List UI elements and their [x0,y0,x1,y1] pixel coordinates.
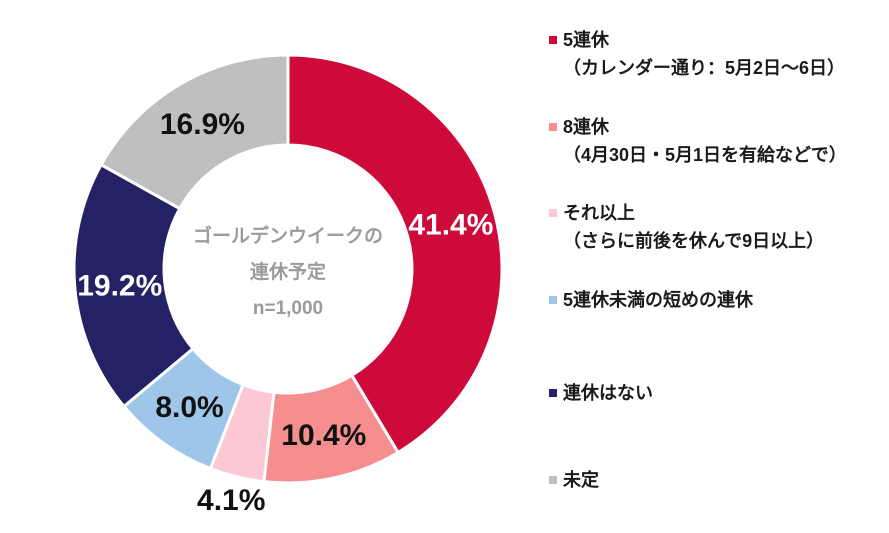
legend-item-sore-ijou: それ以上 （さらに前後を休んで9日以上） [545,199,824,255]
donut-chart: 41.4% 10.4% 4.1% 8.0% 19.2% 16.9% [72,53,504,517]
chart-center-label: ゴールデンウイークの 連休予定 n=1,000 [168,219,408,327]
legend-sublabel: （4月30日・5月1日を有給などで） [563,145,847,165]
legend-label: 8連休 [563,117,610,137]
legend-item-short-holiday: 5連休未満の短めの連休 [545,286,753,314]
pie-slice [99,53,290,211]
legend-swatch-icon [549,389,557,397]
legend-label: 連休はない [563,383,653,403]
legend-label: 5連休 [563,30,610,50]
sample-size-label: n=1,000 [252,298,324,319]
legend-label: 未定 [563,470,599,490]
chart-title-line1: ゴールデンウイークの [192,226,383,247]
legend-sublabel: （カレンダー通り：5月2日～6日） [563,58,846,78]
slice-percent-label: 10.4% [281,419,366,452]
pie-slice [286,53,504,455]
legend-swatch-icon [549,296,557,304]
slice-percent-label: 4.1% [197,484,265,517]
legend-swatch-icon [549,123,557,131]
slice-percent-label: 19.2% [77,270,162,303]
pie-slice [72,162,196,409]
legend-item-undecided: 未定 [545,466,599,494]
legend-item-8renkyu: 8連休 （4月30日・5月1日を有給などで） [545,113,847,169]
legend-swatch-icon [549,476,557,484]
slice-percent-label: 41.4% [408,209,493,242]
chart-title-line2: 連休予定 [249,262,326,283]
legend-swatch-icon [549,36,557,44]
legend-item-5renkyu: 5連休 （カレンダー通り：5月2日～6日） [545,26,845,82]
legend-sublabel: （さらに前後を休んで9日以上） [563,231,825,251]
slice-percent-label: 8.0% [155,391,223,424]
slice-percent-label: 16.9% [160,108,245,141]
legend-label: それ以上 [563,203,635,223]
legend: 5連休 （カレンダー通り：5月2日～6日） 8連休 （4月30日・5月1日を有給… [545,0,889,533]
legend-swatch-icon [549,209,557,217]
legend-item-no-holiday: 連休はない [545,379,653,407]
legend-label: 5連休未満の短めの連休 [563,290,754,310]
